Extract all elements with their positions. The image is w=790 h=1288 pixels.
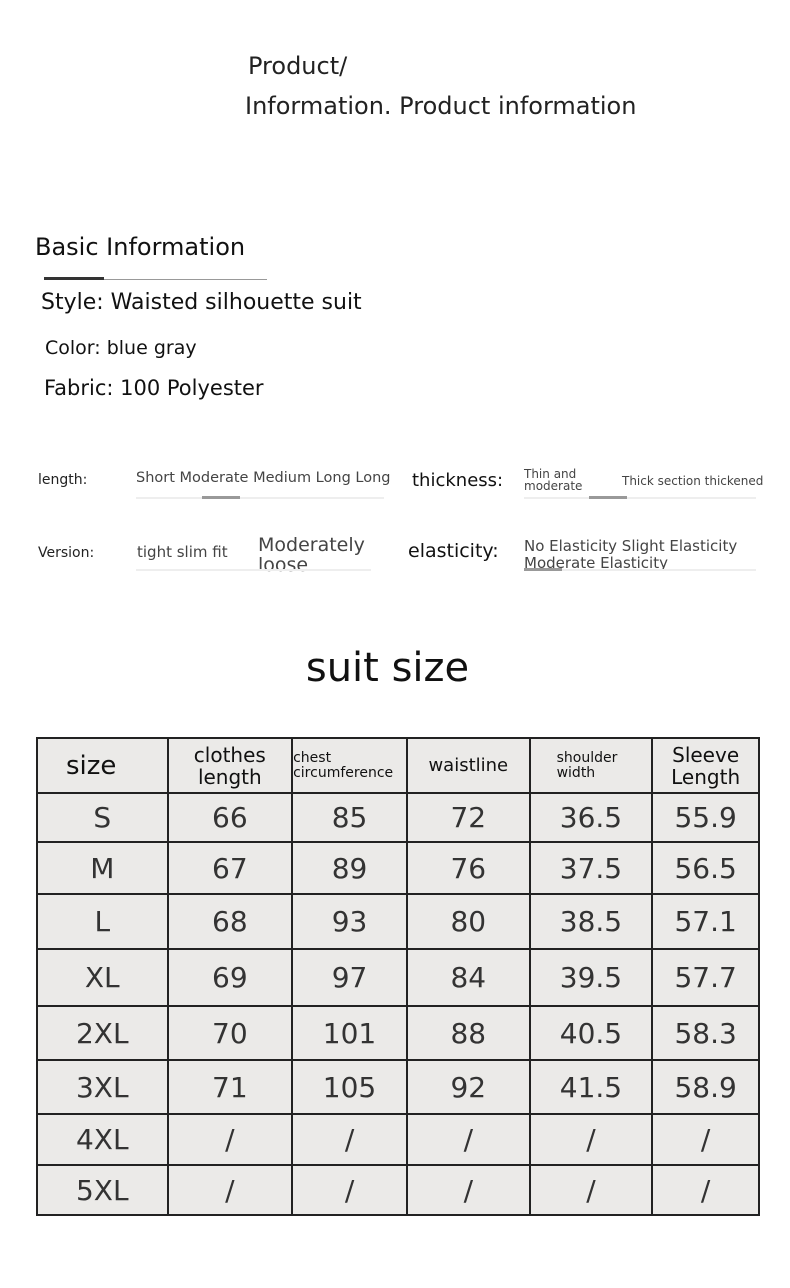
header-cell: waistline bbox=[405, 737, 531, 794]
table-cell: 97 bbox=[291, 948, 408, 1007]
elasticity-options: No Elasticity Slight Elasticity Moderate… bbox=[524, 537, 738, 572]
header-cell: chest circumference bbox=[291, 737, 408, 794]
table-cell: 38.5 bbox=[528, 893, 654, 950]
elasticity-label: elasticity: bbox=[408, 540, 499, 562]
table-cell: 69 bbox=[166, 948, 294, 1007]
color-text: Color: blue gray bbox=[45, 337, 197, 359]
table-cell: 105 bbox=[291, 1059, 408, 1115]
table-cell: 39.5 bbox=[528, 948, 654, 1007]
table-cell: 92 bbox=[405, 1059, 531, 1115]
header-cell: size bbox=[36, 737, 169, 794]
version-option-slim: tight slim fit bbox=[137, 543, 228, 561]
thickness-scale bbox=[524, 497, 756, 499]
table-row: L 68 93 80 38.5 57.1 bbox=[36, 893, 760, 950]
table-cell: 57.1 bbox=[651, 893, 760, 950]
table-cell: / bbox=[528, 1113, 654, 1166]
table-cell: 85 bbox=[291, 792, 408, 843]
table-cell: 76 bbox=[405, 841, 531, 895]
table-cell: 80 bbox=[405, 893, 531, 950]
table-cell: 41.5 bbox=[528, 1059, 654, 1115]
length-marker bbox=[202, 496, 240, 499]
table-cell: 3XL bbox=[36, 1059, 169, 1115]
table-cell: 67 bbox=[166, 841, 294, 895]
table-row: 2XL 70 101 88 40.5 58.3 bbox=[36, 1005, 760, 1061]
table-cell: 93 bbox=[291, 893, 408, 950]
table-row: 5XL / / / / / bbox=[36, 1164, 760, 1216]
table-row: XL 69 97 84 39.5 57.7 bbox=[36, 948, 760, 1007]
table-cell: / bbox=[651, 1113, 760, 1166]
style-text: Style: Waisted silhouette suit bbox=[41, 290, 362, 315]
table-row: M 67 89 76 37.5 56.5 bbox=[36, 841, 760, 895]
table-row: S 66 85 72 36.5 55.9 bbox=[36, 792, 760, 843]
table-cell: 72 bbox=[405, 792, 531, 843]
size-table: size clothes length chest circumference … bbox=[36, 737, 760, 1216]
size-chart-title: suit size bbox=[305, 645, 470, 691]
table-cell: 58.3 bbox=[651, 1005, 760, 1061]
table-cell: 58.9 bbox=[651, 1059, 760, 1115]
fabric-text: Fabric: 100 Polyester bbox=[44, 376, 264, 400]
length-label: length: bbox=[38, 472, 88, 488]
title-underline-accent bbox=[44, 277, 104, 280]
thickness-marker bbox=[589, 496, 627, 499]
title-underline bbox=[104, 279, 267, 280]
table-cell: 68 bbox=[166, 893, 294, 950]
table-cell: 57.7 bbox=[651, 948, 760, 1007]
table-cell: 88 bbox=[405, 1005, 531, 1061]
table-cell: S bbox=[36, 792, 169, 843]
table-cell: XL bbox=[36, 948, 169, 1007]
table-cell: 66 bbox=[166, 792, 294, 843]
table-cell: / bbox=[166, 1164, 294, 1216]
table-cell: 2XL bbox=[36, 1005, 169, 1061]
version-scale bbox=[136, 569, 371, 571]
header-cell: Sleeve Length bbox=[651, 737, 760, 794]
header-cell: clothes length bbox=[166, 737, 294, 794]
header-line2: Information. Product information bbox=[245, 92, 637, 120]
table-cell: / bbox=[528, 1164, 654, 1216]
table-cell: / bbox=[405, 1164, 531, 1216]
table-header-row: size clothes length chest circumference … bbox=[36, 737, 760, 794]
table-cell: 5XL bbox=[36, 1164, 169, 1216]
version-label: Version: bbox=[38, 545, 95, 561]
table-cell: 37.5 bbox=[528, 841, 654, 895]
table-cell: / bbox=[166, 1113, 294, 1166]
header-line1: Product/ bbox=[248, 52, 348, 80]
table-cell: 4XL bbox=[36, 1113, 169, 1166]
length-options: Short Moderate Medium Long Long bbox=[136, 470, 391, 486]
table-cell: / bbox=[291, 1113, 408, 1166]
basic-info-title: Basic Information bbox=[35, 233, 246, 261]
table-cell: 70 bbox=[166, 1005, 294, 1061]
table-cell: 55.9 bbox=[651, 792, 760, 843]
table-cell: / bbox=[651, 1164, 760, 1216]
thickness-option-thin: Thin and moderate bbox=[524, 467, 583, 493]
header-cell: shoulder width bbox=[528, 737, 654, 794]
elasticity-marker bbox=[524, 568, 562, 571]
thickness-label: thickness: bbox=[412, 470, 504, 491]
table-row: 4XL / / / / / bbox=[36, 1113, 760, 1166]
table-cell: 71 bbox=[166, 1059, 294, 1115]
table-cell: 89 bbox=[291, 841, 408, 895]
table-cell: 101 bbox=[291, 1005, 408, 1061]
table-cell: / bbox=[405, 1113, 531, 1166]
elasticity-scale bbox=[524, 569, 756, 571]
table-cell: 84 bbox=[405, 948, 531, 1007]
table-row: 3XL 71 105 92 41.5 58.9 bbox=[36, 1059, 760, 1115]
table-cell: M bbox=[36, 841, 169, 895]
table-cell: 40.5 bbox=[528, 1005, 654, 1061]
table-cell: L bbox=[36, 893, 169, 950]
length-scale bbox=[136, 497, 384, 499]
table-cell: / bbox=[291, 1164, 408, 1216]
thickness-option-thick: Thick section thickened bbox=[622, 474, 764, 488]
table-cell: 36.5 bbox=[528, 792, 654, 843]
table-cell: 56.5 bbox=[651, 841, 760, 895]
